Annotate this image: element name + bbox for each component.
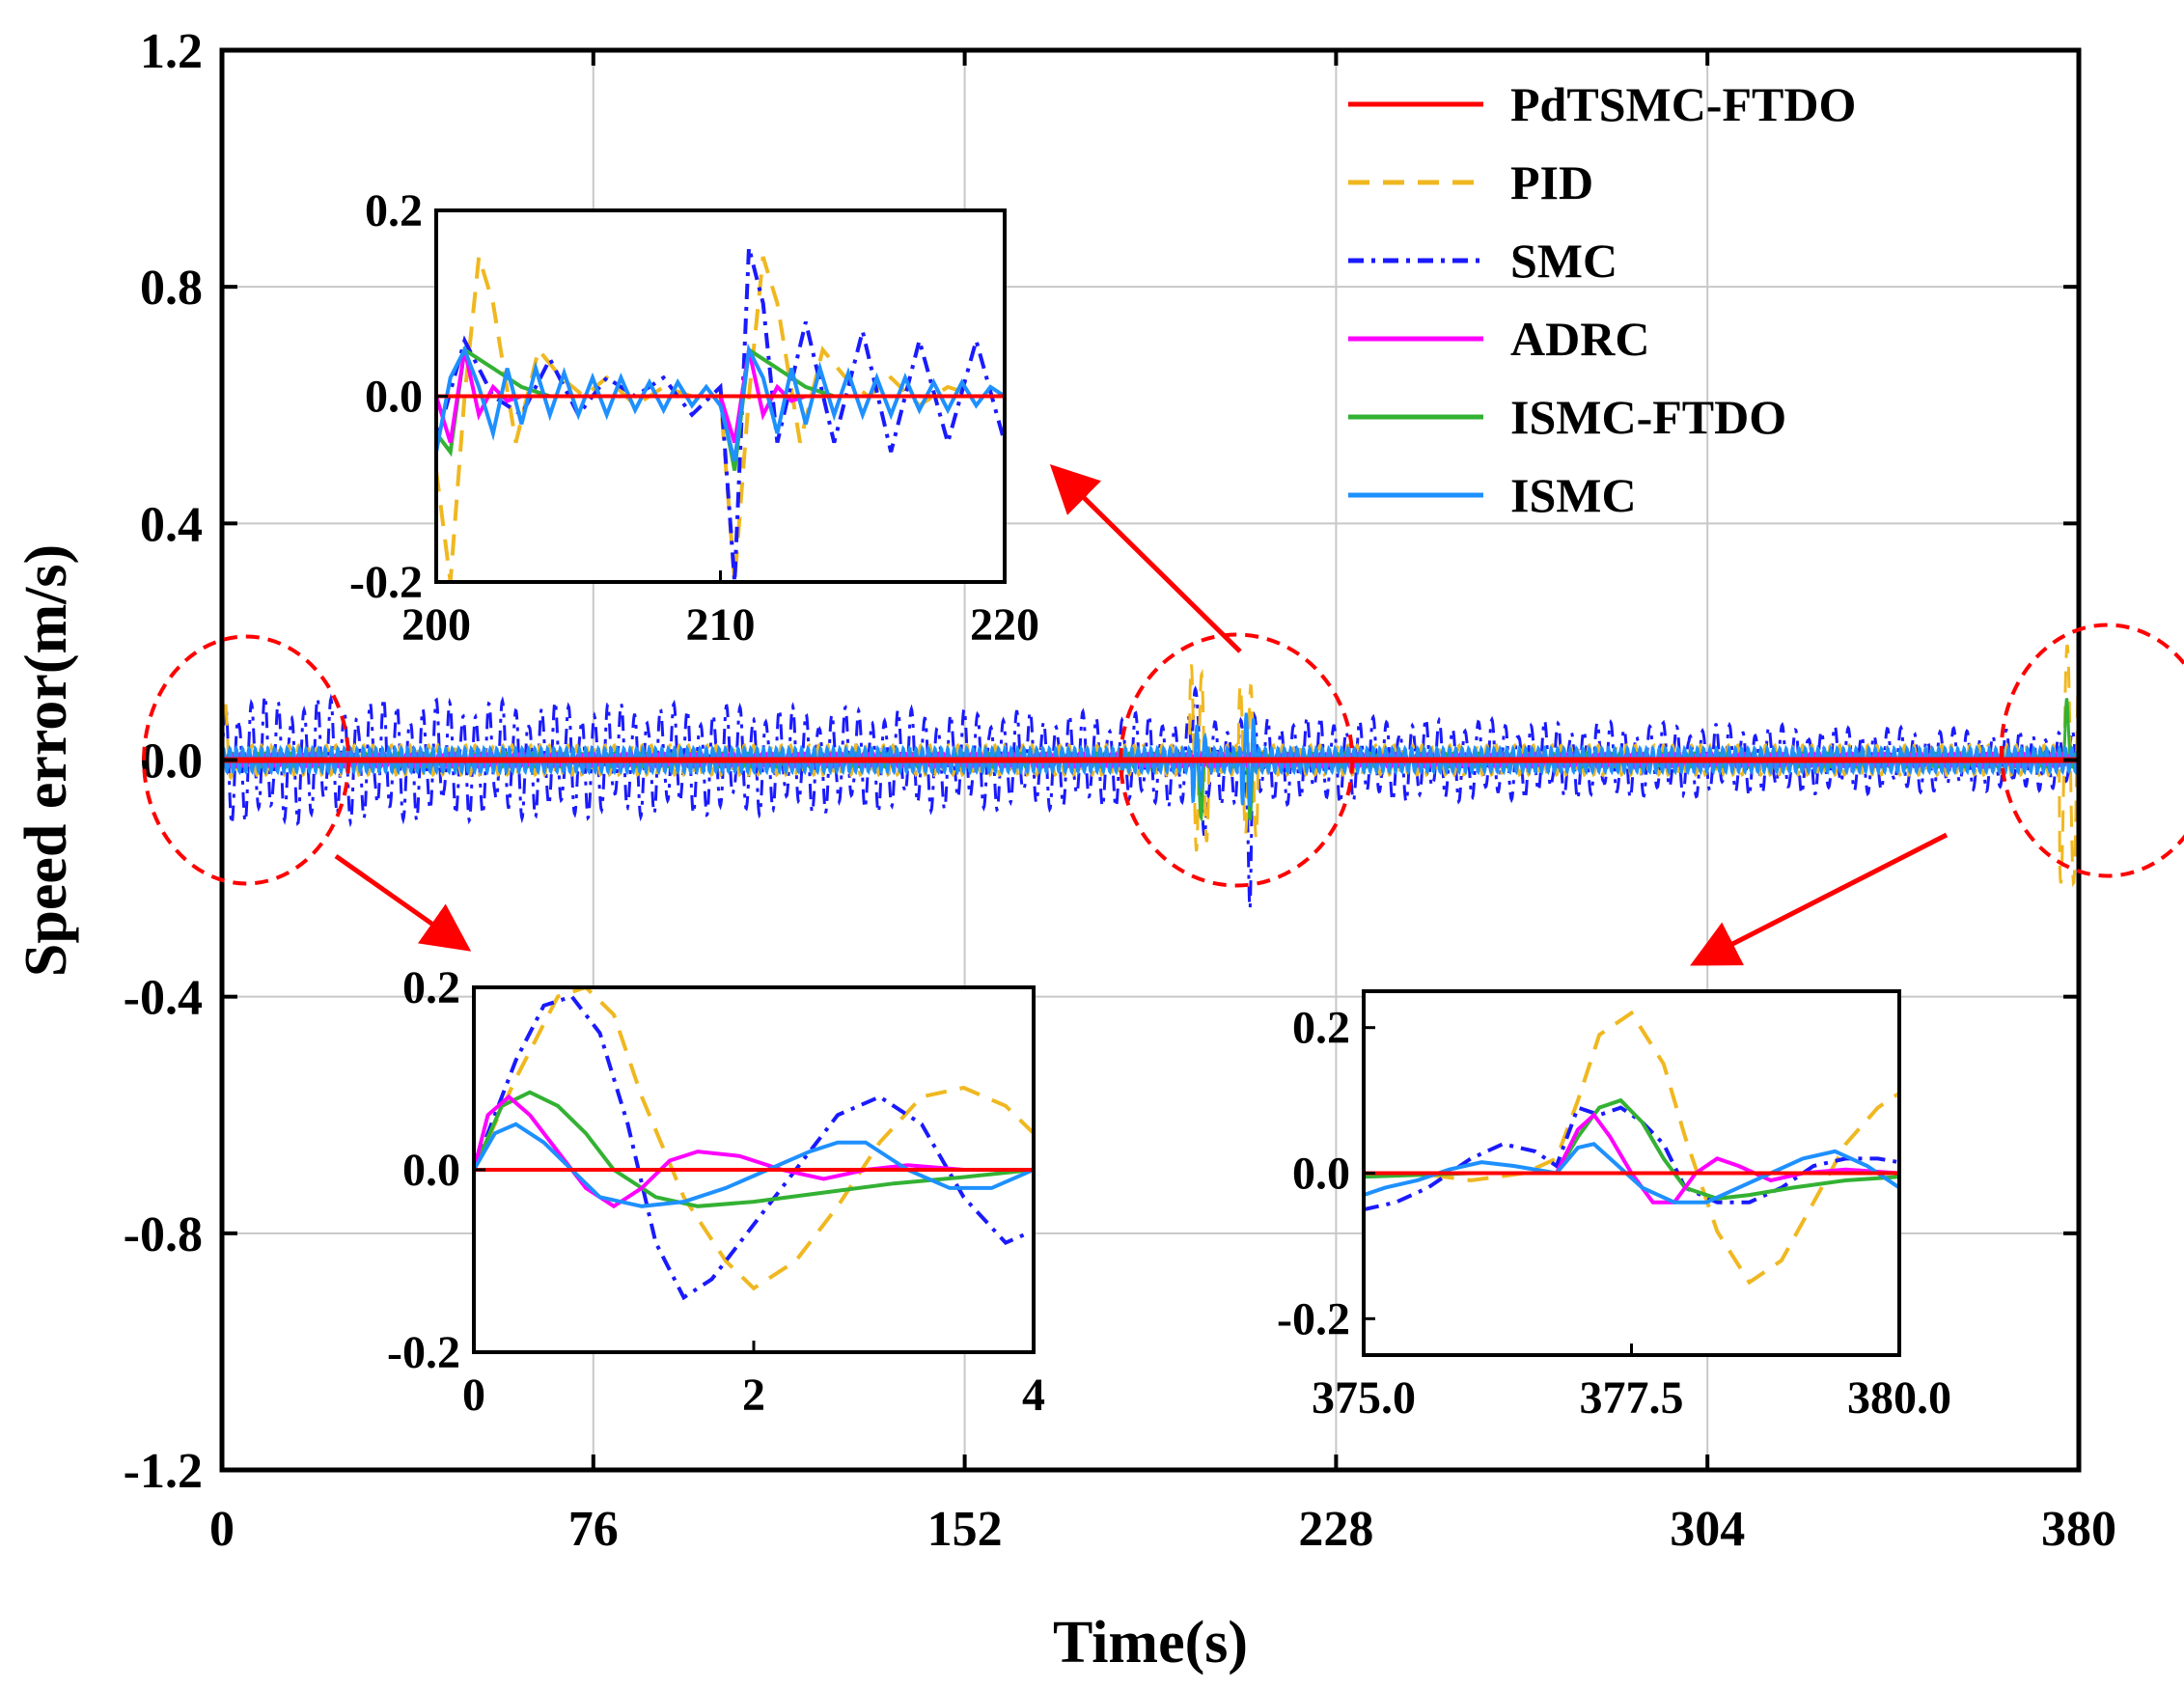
inset-y-tick-label: -0.2 [1277,1293,1350,1344]
inset-series-group [436,247,1005,582]
inset-series-smc [1364,1105,1899,1212]
inset-x-tick-label: 375.0 [1312,1372,1416,1424]
zoom-annotations [142,463,2184,966]
inset-x-tick-label: 380.0 [1847,1372,1951,1424]
zoom-circle [142,634,351,886]
inset-series-smc [474,994,1028,1301]
main-series-smc [220,685,2080,912]
inset-y-tick-label: 0.2 [1292,1003,1350,1054]
legend-label-pdtsmc-ftdo: PdTSMC-FTDO [1510,77,1856,131]
main-axis-ticks: 0 76 152 228 304 380 1.2 0.8 0.4 0.0 -0.4 -0.8 -1.2 [124,24,2116,1557]
inset-y-tick-label: 0.2 [365,185,423,236]
zoom-arrow [334,853,472,952]
y-tick-label: 0.8 [140,261,203,316]
y-tick-label: -1.2 [124,1444,203,1499]
inset-x-tick-label: 0 [462,1370,485,1421]
inset-start: 0 2 4 0.2 0.0 -0.2 [387,962,1045,1421]
legend-label-smc: SMC [1510,234,1617,288]
inset-x-tick-label: 2 [742,1370,765,1421]
y-tick-label: 0.0 [140,734,203,790]
inset-series-ismc [1364,1142,1899,1205]
y-tick-label: -0.4 [124,971,203,1026]
y-tick-label: 0.4 [140,497,203,552]
inset-middle: 200 210 220 0.2 0.0 -0.2 [349,185,1039,651]
inset-x-tick-label: 4 [1022,1370,1045,1421]
zoom-circle [1119,632,1355,888]
y-tick-label: 1.2 [140,24,203,79]
main-series-ismc [220,712,2081,809]
inset-series-group [1364,1010,1899,1286]
y-axis-title: Speed error(m/s) [14,544,79,977]
y-tick-label: -0.8 [124,1207,203,1262]
inset-series-ismc-ftdo [474,1090,1034,1208]
inset-series-pid [474,987,1034,1291]
inset-x-tick-label: 200 [401,599,471,651]
inset-series-pid [1364,1010,1899,1286]
x-tick-label: 380 [2041,1502,2116,1557]
x-tick-label: 228 [1298,1502,1373,1557]
inset-x-tick-label: 377.5 [1580,1372,1684,1424]
inset-series-ismc [436,343,1005,462]
inset-y-tick-label: -0.2 [387,1327,460,1378]
legend-label-ismc-ftdo: ISMC-FTDO [1510,390,1786,444]
inset-y-tick-label: 0.0 [402,1145,460,1196]
legend-label-pid: PID [1510,155,1593,209]
zoom-arrow [1049,463,1242,653]
inset-x-tick-label: 210 [686,599,756,651]
inset-series-adrc [1364,1112,1899,1205]
inset-series-group [474,987,1034,1301]
inset-x-tick-label: 220 [970,599,1039,651]
legend-label-ismc: ISMC [1510,468,1637,522]
zoom-circle [1999,623,2184,878]
x-tick-label: 152 [927,1502,1003,1557]
inset-series-ismc [474,1122,1034,1208]
legend: PdTSMC-FTDO PID SMC ADRC ISMC-FTDO ISMC [1348,77,1856,522]
x-axis-title: Time(s) [1053,1610,1248,1676]
inset-y-tick-label: 0.2 [402,962,460,1013]
legend-label-adrc: ADRC [1510,312,1649,366]
inset-end: 375.0 377.5 380.0 0.2 0.0 -0.2 [1277,989,1951,1424]
inset-y-tick-label: 0.0 [365,372,423,423]
x-tick-label: 76 [568,1502,619,1557]
main-plot-area [220,637,2081,912]
inset-y-tick-label: 0.0 [1292,1149,1350,1200]
inset-y-tick-label: -0.2 [349,557,423,608]
x-tick-label: 0 [209,1502,235,1557]
zoom-arrow [1690,832,1949,966]
x-tick-label: 304 [1670,1502,1745,1557]
